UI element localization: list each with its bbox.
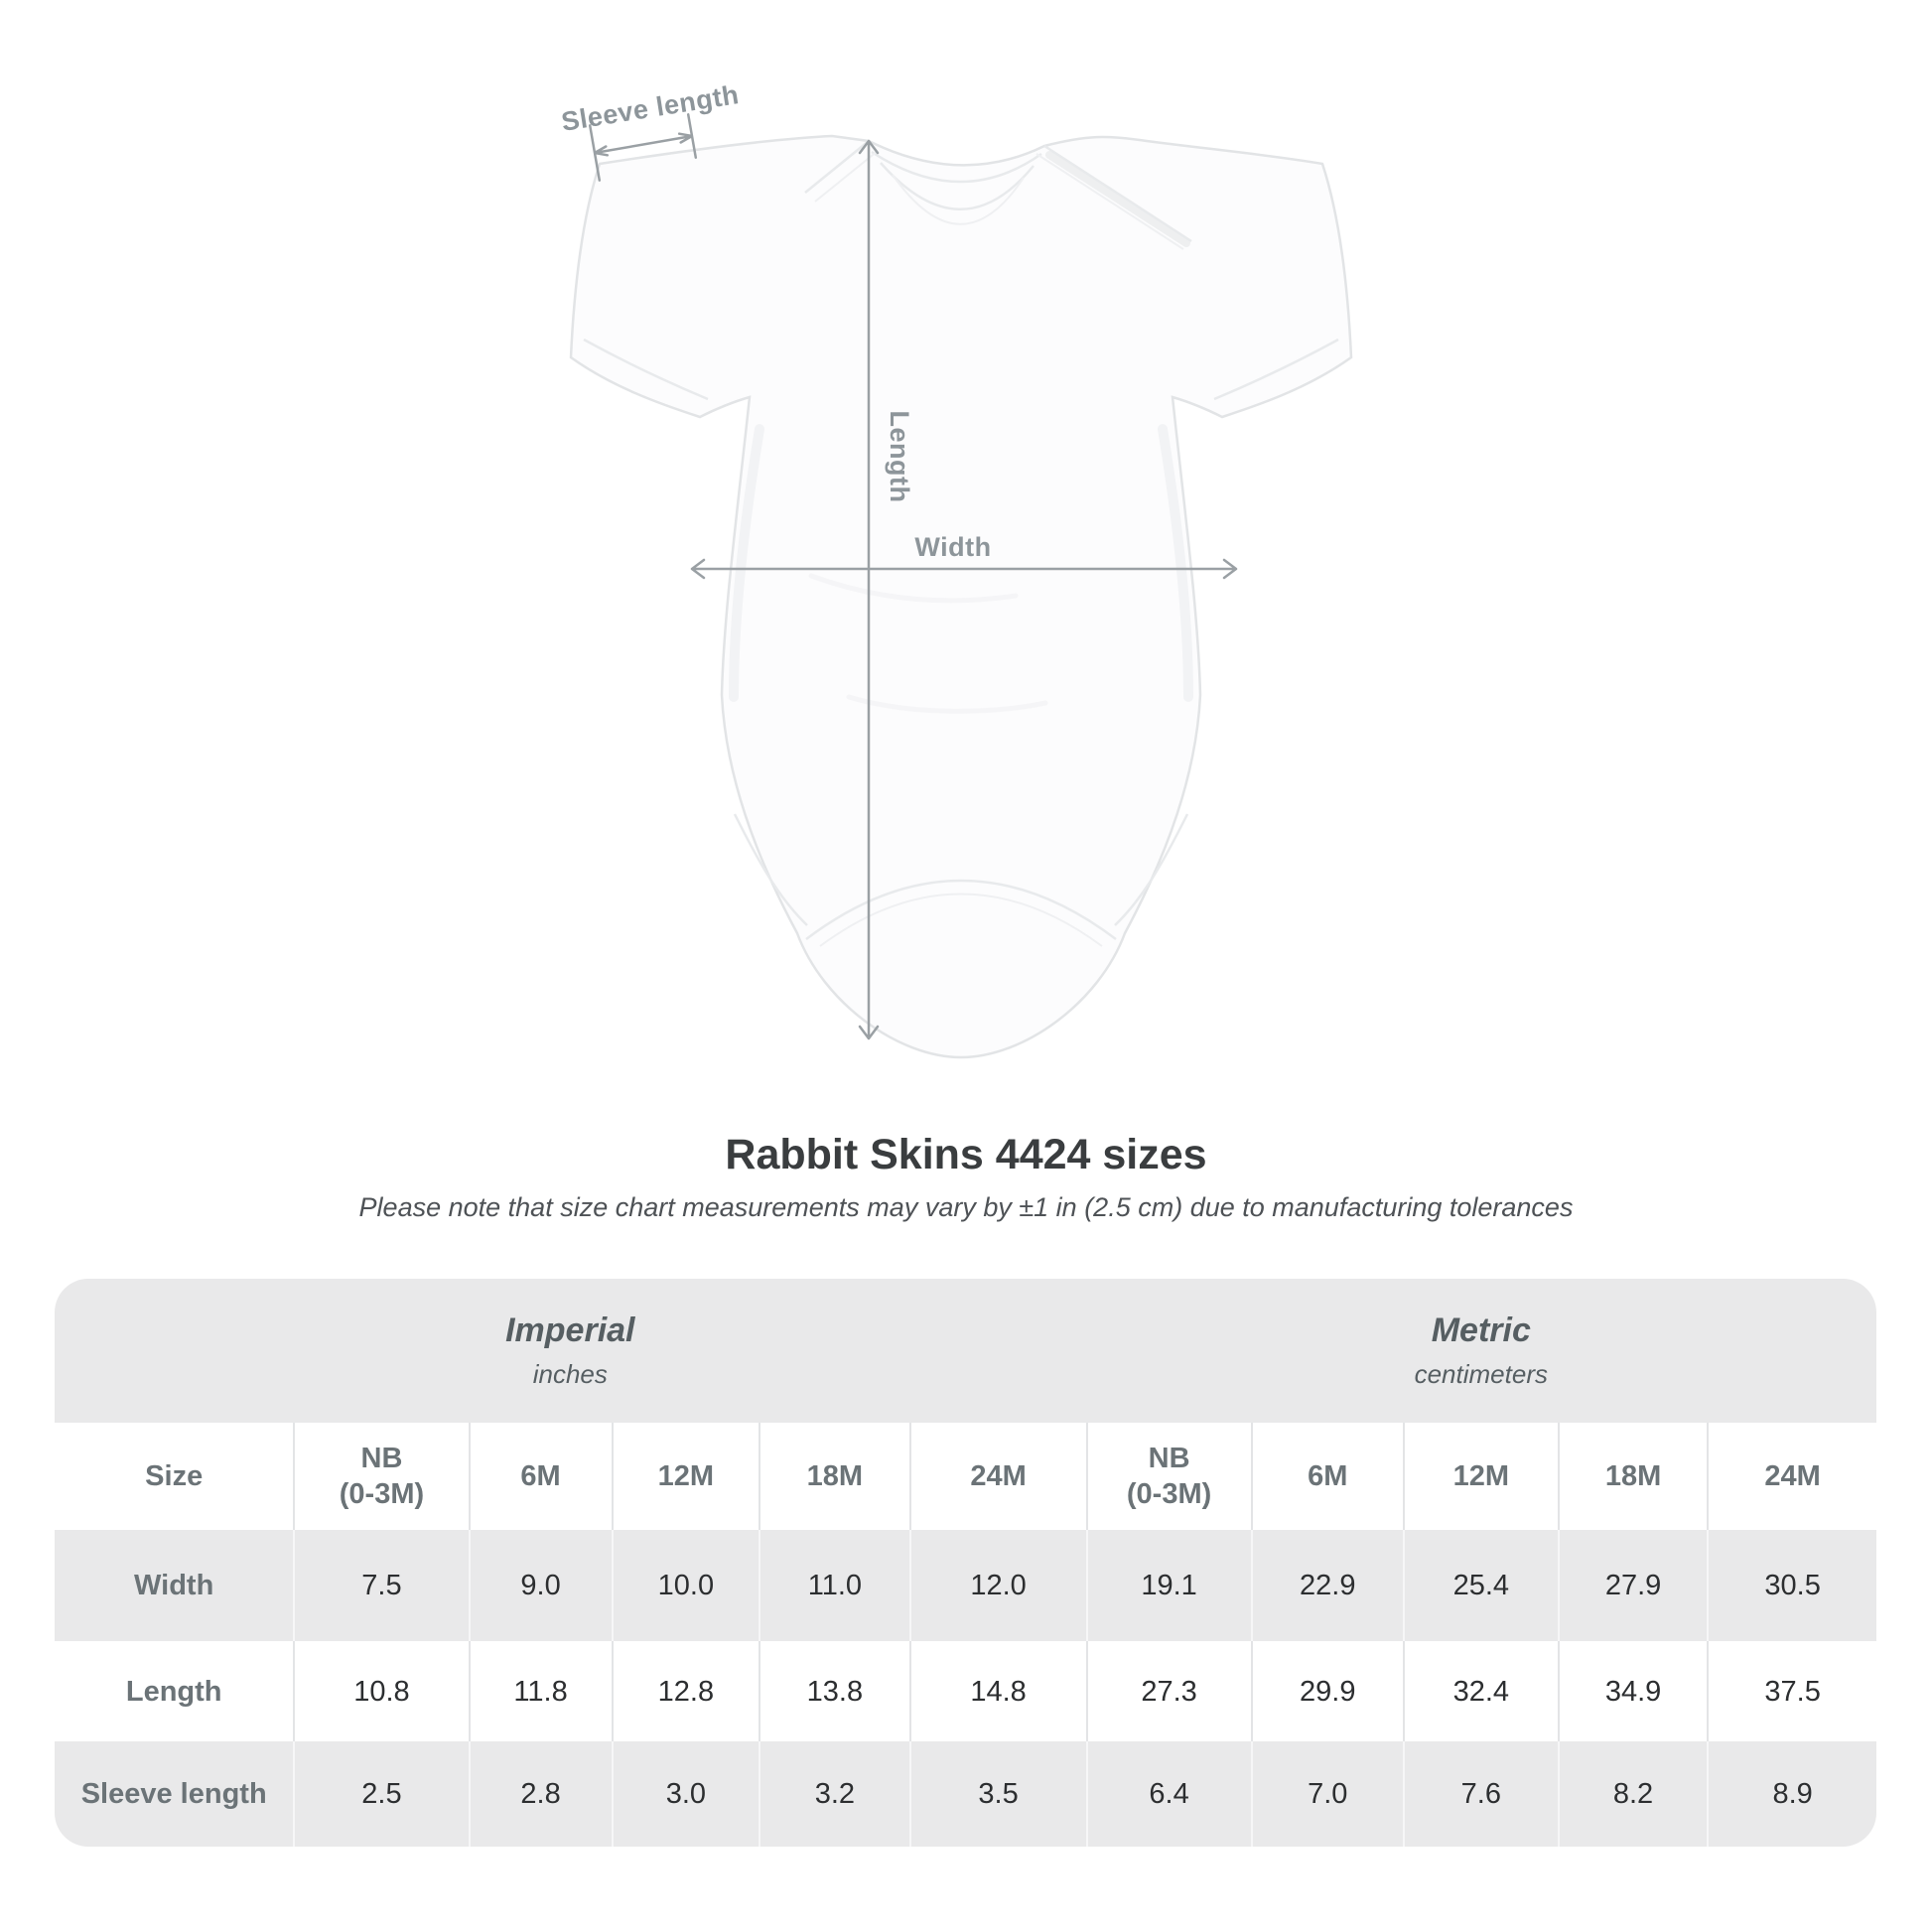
sleeve-length-label: Sleeve length xyxy=(559,79,741,137)
value-cell: 30.5 xyxy=(1707,1530,1876,1641)
value-cell: 27.3 xyxy=(1085,1641,1251,1741)
value-cell: 11.8 xyxy=(468,1641,612,1741)
collar-inner-seam xyxy=(880,162,1035,210)
col-header-24m-imperial: 24M xyxy=(908,1423,1086,1530)
right-sleeve-cuff-seam xyxy=(1213,338,1339,401)
row-label: Length xyxy=(125,1675,222,1708)
value-cell: 7.5 xyxy=(293,1530,468,1641)
row-label: Sleeve length xyxy=(80,1778,267,1810)
value-cell: 10.0 xyxy=(611,1530,759,1641)
value-cell: 32.4 xyxy=(1402,1641,1558,1741)
value-cell: 2.5 xyxy=(293,1741,468,1847)
value-cell: 22.9 xyxy=(1250,1530,1403,1641)
value-cell: 14.8 xyxy=(908,1641,1086,1741)
value-cell: 3.0 xyxy=(611,1741,759,1847)
value-cell: 9.0 xyxy=(468,1530,612,1641)
page-title: Rabbit Skins 4424 sizes xyxy=(725,1131,1207,1178)
col-header-12m-metric: 12M xyxy=(1402,1423,1558,1530)
value-cell: 8.9 xyxy=(1707,1741,1876,1847)
metric-group-name: Metric xyxy=(1431,1311,1531,1349)
col-header-nb-imperial: NB (0-3M) xyxy=(293,1423,468,1530)
length-label: Length xyxy=(885,411,914,503)
value-cell: 12.8 xyxy=(611,1641,759,1741)
value-cell: 25.4 xyxy=(1402,1530,1558,1641)
value-cell: 11.0 xyxy=(759,1530,908,1641)
metric-group-unit: centimeters xyxy=(1414,1359,1548,1389)
value-cell: 10.8 xyxy=(293,1641,468,1741)
collar-fold-seam xyxy=(892,174,1025,225)
value-cell: 7.6 xyxy=(1402,1741,1558,1847)
value-cell: 34.9 xyxy=(1557,1641,1707,1741)
garment-diagram: Sleeve length Length Width xyxy=(551,60,1375,1112)
length-arrow xyxy=(858,139,880,1040)
imperial-group-name: Imperial xyxy=(505,1311,635,1349)
col-header-18m-metric: 18M xyxy=(1557,1423,1707,1530)
left-torso-shading xyxy=(729,424,764,702)
chest-wrinkle-2 xyxy=(846,694,1048,714)
bodysuit-illustration: Sleeve length Length Width xyxy=(559,79,1353,1059)
col-header-6m-metric: 6M xyxy=(1250,1423,1403,1530)
metric-group-header: Metric centimeters xyxy=(1086,1279,1876,1423)
right-flap-shadow xyxy=(1045,151,1190,247)
right-torso-shading xyxy=(1158,424,1193,702)
crotch-flap-inner-seam xyxy=(819,893,1103,947)
bodysuit-body xyxy=(569,134,1353,1059)
value-cell: 19.1 xyxy=(1085,1530,1251,1641)
value-cell: 13.8 xyxy=(759,1641,908,1741)
imperial-group-header: Imperial inches xyxy=(55,1279,1086,1423)
tolerance-note: Please note that size chart measurements… xyxy=(358,1192,1574,1222)
value-cell: 3.5 xyxy=(908,1741,1086,1847)
left-sleeve-cuff-seam xyxy=(583,338,709,401)
crotch-flap-seam xyxy=(805,879,1117,940)
table-row-width: Width 7.5 9.0 10.0 11.0 12.0 19.1 22.9 2… xyxy=(55,1530,1876,1641)
value-cell: 2.8 xyxy=(468,1741,612,1847)
value-cell: 29.9 xyxy=(1250,1641,1403,1741)
width-arrow xyxy=(690,558,1238,580)
col-header-nb-metric: NB (0-3M) xyxy=(1085,1423,1251,1530)
value-cell: 7.0 xyxy=(1250,1741,1403,1847)
right-leg-binding-seam xyxy=(1114,813,1189,926)
sleeve-length-arrow xyxy=(588,113,698,182)
right-shoulder-flap-inner xyxy=(1035,153,1184,250)
caption-block: Rabbit Skins 4424 sizes Please note that… xyxy=(0,1130,1932,1223)
value-cell: 3.2 xyxy=(759,1741,908,1847)
table-row-length: Length 10.8 11.8 12.8 13.8 14.8 27.3 29.… xyxy=(55,1641,1876,1741)
imperial-group-unit: inches xyxy=(532,1359,608,1389)
value-cell: 27.9 xyxy=(1557,1530,1707,1641)
chest-wrinkle-1 xyxy=(808,573,1019,604)
col-header-24m-metric: 24M xyxy=(1707,1423,1876,1530)
right-shoulder-flap-seam xyxy=(1043,144,1192,243)
col-header-12m-imperial: 12M xyxy=(611,1423,759,1530)
value-cell: 12.0 xyxy=(908,1530,1086,1641)
row-label: Width xyxy=(134,1570,214,1601)
unit-group-band: Imperial inches Metric centimeters xyxy=(55,1279,1876,1423)
left-shoulder-flap-seam xyxy=(804,140,870,194)
value-cell: 37.5 xyxy=(1707,1641,1876,1741)
size-table: Imperial inches Metric centimeters Size … xyxy=(55,1279,1876,1847)
table-header-row: Size NB (0-3M) 6M 12M 18M 24M NB (0-3M) … xyxy=(55,1423,1876,1530)
left-leg-binding-seam xyxy=(733,813,808,926)
width-label: Width xyxy=(914,532,991,562)
collar-binding-seam xyxy=(871,150,1042,184)
table-row-sleeve-length: Sleeve length 2.5 2.8 3.0 3.2 3.5 6.4 7.… xyxy=(55,1741,1876,1847)
col-header-6m-imperial: 6M xyxy=(468,1423,612,1530)
size-header: Size xyxy=(145,1460,204,1492)
col-header-18m-imperial: 18M xyxy=(759,1423,908,1530)
value-cell: 8.2 xyxy=(1557,1741,1707,1847)
value-cell: 6.4 xyxy=(1085,1741,1251,1847)
left-shoulder-flap-inner xyxy=(814,150,879,203)
